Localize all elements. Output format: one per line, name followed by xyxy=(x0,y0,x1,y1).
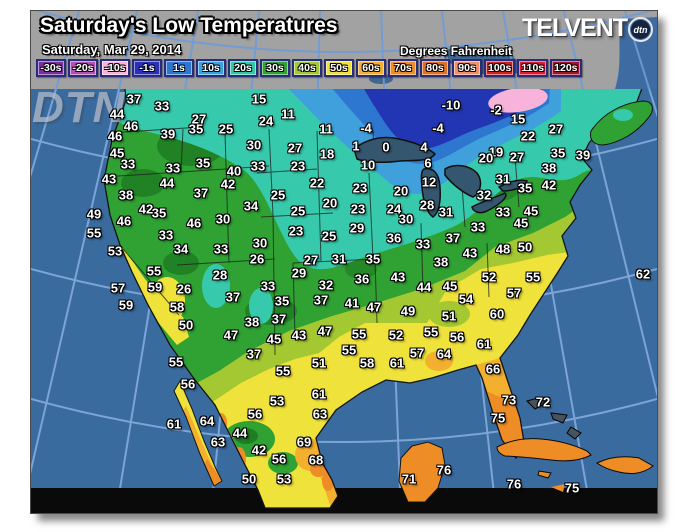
legend-item-70s: 70s xyxy=(388,59,418,77)
legend-item-100s: 100s xyxy=(484,59,516,77)
map-title: Saturday's Low Temperatures xyxy=(40,14,338,37)
legend-item--1s: -1s xyxy=(132,59,162,77)
legend-item-120s: 120s xyxy=(550,59,582,77)
legend-item--10s: -10s xyxy=(100,59,130,77)
dtn-badge-icon: dtn xyxy=(628,17,653,42)
legend-item-1s: 1s xyxy=(164,59,194,77)
legend-item-40s: 40s xyxy=(292,59,322,77)
legend-item-110s: 110s xyxy=(517,59,549,77)
legend-scale: -30s -20s -10s -1s 1s 10s 20s 30s 40s 50s 60s 70s 80… xyxy=(36,59,582,77)
legend-item-30s: 30s xyxy=(260,59,290,77)
map-date: Saturday, Mar 29, 2014 xyxy=(42,42,182,57)
legend-item--20s: -20s xyxy=(68,59,98,77)
map-art xyxy=(31,11,657,513)
legend-item--30s: -30s xyxy=(36,59,66,77)
legend-item-80s: 80s xyxy=(420,59,450,77)
legend-item-60s: 60s xyxy=(356,59,386,77)
dtn-watermark: DTN xyxy=(32,83,126,132)
dtn-badge-text: dtn xyxy=(633,24,648,35)
telvent-logo: TELVENT xyxy=(522,14,628,42)
weather-map: DTN 37 33 44 46 46 27 35 25 39 45 33 33 35 40 42 43 44 37… xyxy=(30,10,658,514)
legend-item-20s: 20s xyxy=(228,59,258,77)
units-label: Degrees Fahrenheit xyxy=(400,44,513,58)
legend-item-50s: 50s xyxy=(324,59,354,77)
legend-item-90s: 90s xyxy=(452,59,482,77)
legend-item-10s: 10s xyxy=(196,59,226,77)
